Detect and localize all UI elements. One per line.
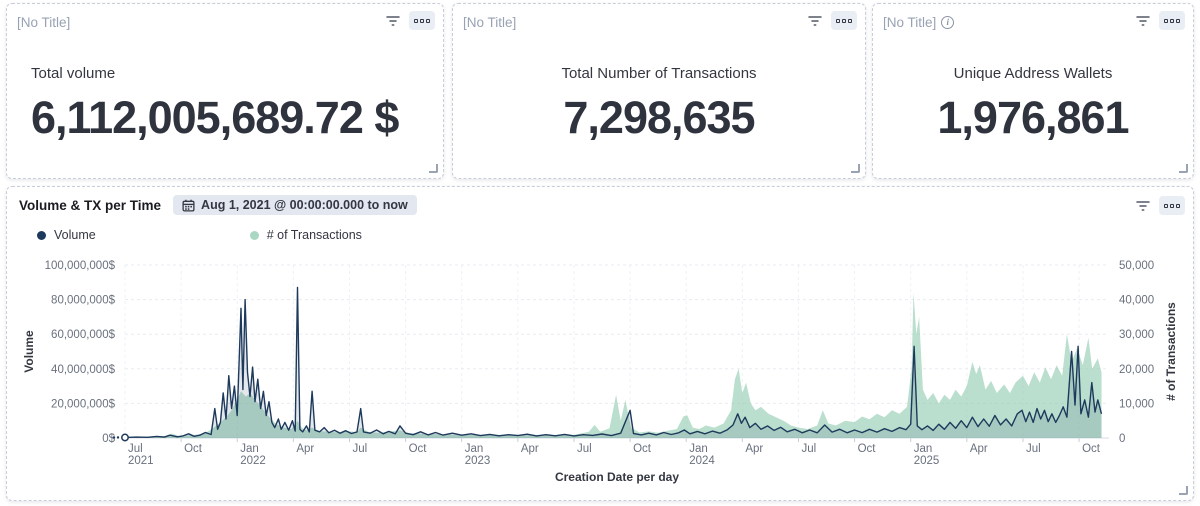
legend-label: # of Transactions [266, 228, 362, 242]
svg-text:Jul: Jul [352, 443, 367, 455]
panel-volume-tx-chart: Volume & TX per Time Aug 1, 2021 @ 00:00… [6, 186, 1194, 501]
time-range-text: Aug 1, 2021 @ 00:00:00.000 to now [201, 198, 408, 212]
transactions-series-dot [249, 230, 259, 240]
panel-resize-handle[interactable] [1179, 486, 1188, 495]
svg-text:Apr: Apr [970, 443, 988, 455]
panel-unique-wallets: [No Title] i Unique Address Wallets 1,97… [872, 3, 1194, 179]
svg-text:Apr: Apr [296, 443, 314, 455]
svg-text:20,000,000$: 20,000,000$ [51, 398, 116, 410]
metric-label: Total Number of Transactions [561, 64, 757, 82]
metric-label: Unique Address Wallets [953, 64, 1113, 82]
filter-icon[interactable] [385, 13, 401, 29]
svg-text:2025: 2025 [914, 455, 940, 467]
filter-icon[interactable] [807, 13, 823, 29]
svg-text:2023: 2023 [465, 455, 491, 467]
svg-text:Oct: Oct [1082, 443, 1101, 455]
svg-text:# of Transactions: # of Transactions [1164, 302, 1178, 401]
panel-total-volume: [No Title] Total volume 6,112,005,689.72… [6, 3, 444, 179]
svg-text:Oct: Oct [409, 443, 428, 455]
metric-value: 6,112,005,689.72 $ [31, 91, 399, 143]
svg-text:0: 0 [1119, 433, 1125, 445]
svg-text:Apr: Apr [521, 443, 539, 455]
calendar-icon [182, 199, 195, 212]
svg-text:0$: 0$ [102, 433, 115, 445]
panel-resize-handle[interactable] [429, 164, 438, 173]
time-range-badge[interactable]: Aug 1, 2021 @ 00:00:00.000 to now [173, 195, 417, 215]
info-icon[interactable]: i [941, 15, 955, 29]
svg-text:Creation Date per day: Creation Date per day [555, 470, 679, 484]
svg-text:10,000: 10,000 [1119, 398, 1154, 410]
chart-panel-title: Volume & TX per Time [19, 197, 162, 213]
svg-text:2021: 2021 [128, 455, 154, 467]
panel-options-button[interactable] [1159, 11, 1185, 30]
panel-options-button[interactable] [1159, 196, 1185, 215]
svg-text:50,000: 50,000 [1119, 260, 1154, 272]
svg-text:40,000: 40,000 [1119, 295, 1154, 307]
svg-text:Oct: Oct [858, 443, 877, 455]
metric-label: Total volume [31, 64, 116, 82]
legend-item-transactions[interactable]: # of Transactions [249, 228, 362, 242]
svg-text:Jul: Jul [128, 443, 143, 455]
panel-total-transactions: [No Title] Total Number of Transactions … [452, 3, 866, 179]
svg-text:2024: 2024 [689, 455, 715, 467]
svg-text:20,000: 20,000 [1119, 364, 1154, 376]
svg-text:Jan: Jan [689, 443, 708, 455]
svg-text:Jul: Jul [801, 443, 816, 455]
svg-text:40,000,000$: 40,000,000$ [51, 364, 116, 376]
legend-label: Volume [54, 228, 96, 242]
filter-icon[interactable] [1135, 13, 1151, 29]
panel-title-placeholder: [No Title] [883, 14, 937, 30]
panel-options-button[interactable] [409, 11, 435, 30]
svg-text:30,000: 30,000 [1119, 329, 1154, 341]
svg-text:Jan: Jan [465, 443, 484, 455]
panel-resize-handle[interactable] [851, 164, 860, 173]
panel-options-button[interactable] [831, 11, 857, 30]
svg-text:Oct: Oct [633, 443, 652, 455]
panel-resize-handle[interactable] [1179, 164, 1188, 173]
svg-text:Volume: Volume [22, 330, 36, 373]
svg-text:Oct: Oct [184, 443, 203, 455]
filter-icon[interactable] [1135, 198, 1151, 214]
svg-text:100,000,000$: 100,000,000$ [45, 260, 116, 272]
legend-item-volume[interactable]: Volume [37, 228, 96, 242]
svg-text:Jul: Jul [1026, 443, 1041, 455]
metric-value: 7,298,635 [563, 91, 755, 143]
svg-text:Apr: Apr [745, 443, 763, 455]
volume-series-dot [37, 230, 46, 240]
svg-text:Jan: Jan [240, 443, 259, 455]
panel-title-placeholder: [No Title] [17, 14, 71, 30]
chart-legend: Volume # of Transactions [37, 228, 362, 242]
svg-text:Jan: Jan [914, 443, 933, 455]
panel-title-placeholder: [No Title] [463, 14, 517, 30]
svg-text:Jul: Jul [577, 443, 592, 455]
svg-text:80,000,000$: 80,000,000$ [51, 295, 116, 307]
svg-text:60,000,000$: 60,000,000$ [51, 329, 116, 341]
svg-text:2022: 2022 [240, 455, 266, 467]
metric-value: 1,976,861 [937, 91, 1129, 143]
